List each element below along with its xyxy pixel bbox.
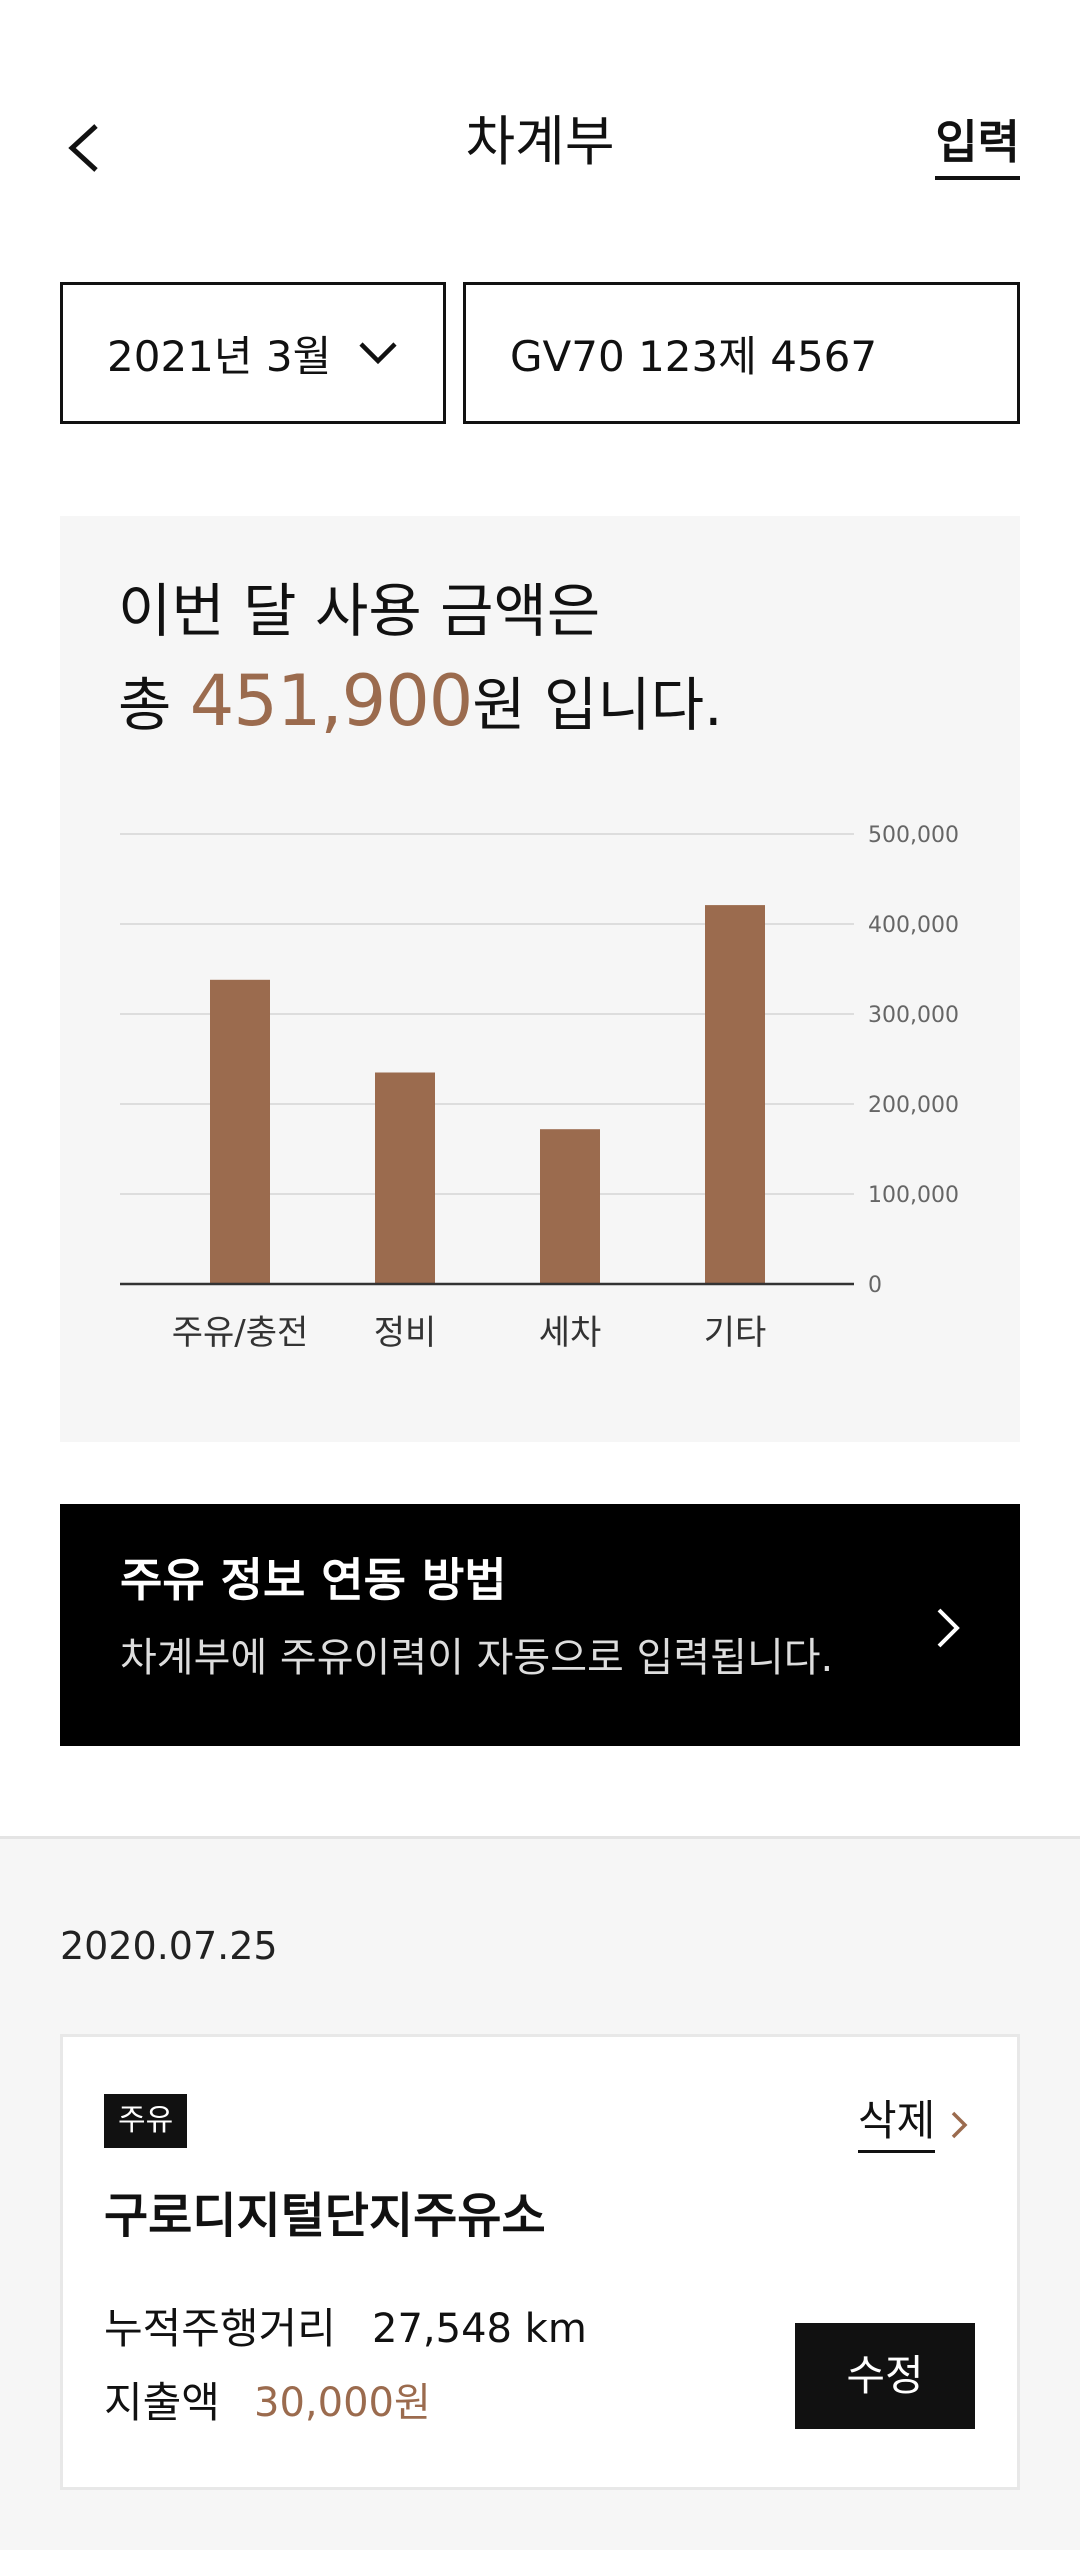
back-button[interactable] bbox=[60, 112, 116, 184]
edit-button[interactable]: 수정 bbox=[795, 2323, 975, 2429]
y-tick-label: 0 bbox=[868, 1273, 882, 1298]
category-tag: 주유 bbox=[104, 2094, 188, 2148]
y-tick-label: 300,000 bbox=[868, 1003, 959, 1028]
month-dropdown[interactable]: 2021년 3월 bbox=[60, 282, 446, 424]
spending-bar-chart: 0 100,000 200,000 300,000 400,000 500,000 주유/충… bbox=[120, 823, 959, 1353]
summary-amount: 451,900 bbox=[189, 660, 473, 742]
y-tick-label: 200,000 bbox=[868, 1093, 959, 1118]
y-tick-label: 400,000 bbox=[868, 913, 959, 938]
station-name: 구로디지털단지주유소 bbox=[104, 2188, 546, 2244]
spend-label: 지출액 bbox=[104, 2378, 220, 2427]
vehicle-value: GV70 123제 4567 bbox=[510, 331, 878, 381]
bar-4 bbox=[705, 905, 765, 1284]
chevron-down-icon bbox=[359, 342, 397, 365]
vehicle-selector[interactable]: GV70 123제 4567 bbox=[463, 282, 1020, 424]
x-tick-label: 기타 bbox=[704, 1313, 767, 1353]
chevron-right-icon[interactable] bbox=[950, 2110, 968, 2140]
bar-1 bbox=[210, 979, 270, 1284]
summary-heading: 이번 달 사용 금액은 bbox=[118, 577, 601, 645]
odometer-value: 27,548 km bbox=[372, 2306, 587, 2352]
x-tick-label: 주유/충전 bbox=[172, 1313, 309, 1353]
y-tick-label: 500,000 bbox=[868, 823, 959, 848]
x-tick-label: 정비 bbox=[374, 1313, 437, 1353]
input-link[interactable]: 입력 bbox=[935, 112, 1020, 180]
summary-suffix: 원 입니다. bbox=[472, 671, 723, 739]
delete-link[interactable]: 삭제 bbox=[858, 2092, 936, 2153]
chevron-right-icon bbox=[937, 1608, 960, 1648]
month-value: 2021년 3월 bbox=[107, 331, 332, 381]
summary-prefix: 총 bbox=[118, 671, 190, 739]
odometer-label: 누적주행거리 bbox=[104, 2304, 336, 2353]
x-tick-label: 세차 bbox=[539, 1313, 602, 1353]
monthly-summary-card bbox=[60, 516, 1020, 1442]
page-title: 차계부 bbox=[465, 110, 615, 173]
summary-total: 총 451,900원 입니다. bbox=[118, 662, 723, 744]
banner-subtitle: 차계부에 주유이력이 자동으로 입력됩니다. bbox=[120, 1635, 834, 1681]
bar-3 bbox=[540, 1129, 600, 1284]
record-date: 2020.07.25 bbox=[60, 1924, 278, 1968]
chevron-left-icon bbox=[68, 124, 98, 172]
spend-value: 30,000원 bbox=[254, 2380, 431, 2426]
banner-title: 주유 정보 연동 방법 bbox=[120, 1553, 507, 1607]
bar-2 bbox=[375, 1072, 435, 1284]
y-tick-label: 100,000 bbox=[868, 1183, 959, 1208]
fuel-link-banner[interactable] bbox=[60, 1504, 1020, 1746]
